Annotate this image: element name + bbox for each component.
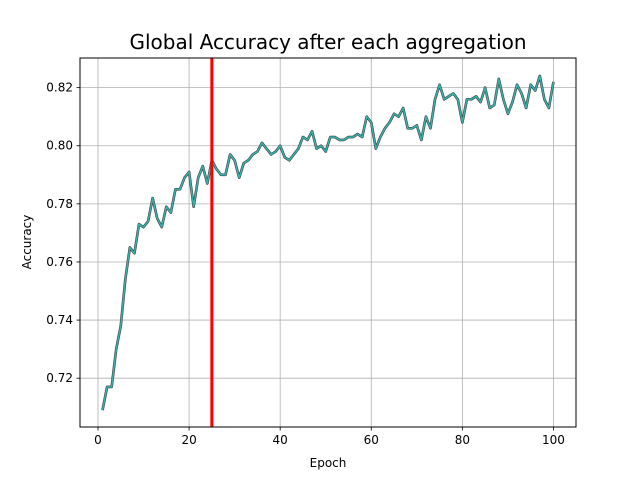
y-tick-label: 0.76 (46, 255, 73, 269)
y-tick-label: 0.74 (46, 313, 73, 327)
y-axis-label: Accuracy (20, 215, 34, 270)
x-tick-label: 80 (455, 433, 470, 447)
grid-lines (80, 58, 576, 427)
y-tick-label: 0.72 (46, 371, 73, 385)
y-tick-label: 0.82 (46, 81, 73, 95)
y-tick-label: 0.80 (46, 139, 73, 153)
x-tick-label: 0 (94, 433, 102, 447)
x-tick-label: 40 (273, 433, 288, 447)
series-line (101, 75, 555, 411)
series-line-shadow (101, 74, 555, 411)
chart-title: Global Accuracy after each aggregation (129, 30, 526, 54)
plot-frame (79, 57, 577, 428)
x-axis-label: Epoch (310, 456, 347, 470)
axis-ticks: 0 20 40 60 80 100 0.72 0.74 0.76 0.78 0.80 0.82 (46, 81, 565, 447)
x-tick-label: 20 (181, 433, 196, 447)
x-tick-label: 60 (364, 433, 379, 447)
series-layer (101, 74, 555, 411)
x-tick-label: 100 (542, 433, 565, 447)
y-tick-label: 0.78 (46, 197, 73, 211)
